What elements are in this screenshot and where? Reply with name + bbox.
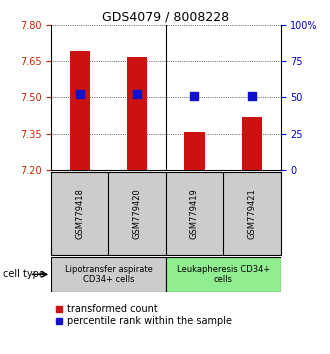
Point: [192, 93, 197, 99]
Bar: [51, 257, 166, 292]
Title: GDS4079 / 8008228: GDS4079 / 8008228: [102, 11, 229, 24]
Text: GSM779418: GSM779418: [75, 188, 84, 239]
Bar: [184, 132, 205, 170]
Bar: [70, 51, 90, 170]
Text: cell type: cell type: [3, 269, 45, 279]
Bar: [127, 57, 147, 170]
Bar: [242, 117, 262, 170]
Point: [77, 92, 82, 97]
Text: GSM779421: GSM779421: [247, 188, 256, 239]
Text: Leukapheresis CD34+
cells: Leukapheresis CD34+ cells: [177, 265, 270, 284]
Text: GSM779420: GSM779420: [133, 188, 142, 239]
Text: GSM779419: GSM779419: [190, 188, 199, 239]
Point: [249, 93, 254, 99]
Text: Lipotransfer aspirate
CD34+ cells: Lipotransfer aspirate CD34+ cells: [65, 265, 152, 284]
Legend: transformed count, percentile rank within the sample: transformed count, percentile rank withi…: [56, 304, 232, 326]
Bar: [166, 257, 280, 292]
Point: [135, 92, 140, 97]
